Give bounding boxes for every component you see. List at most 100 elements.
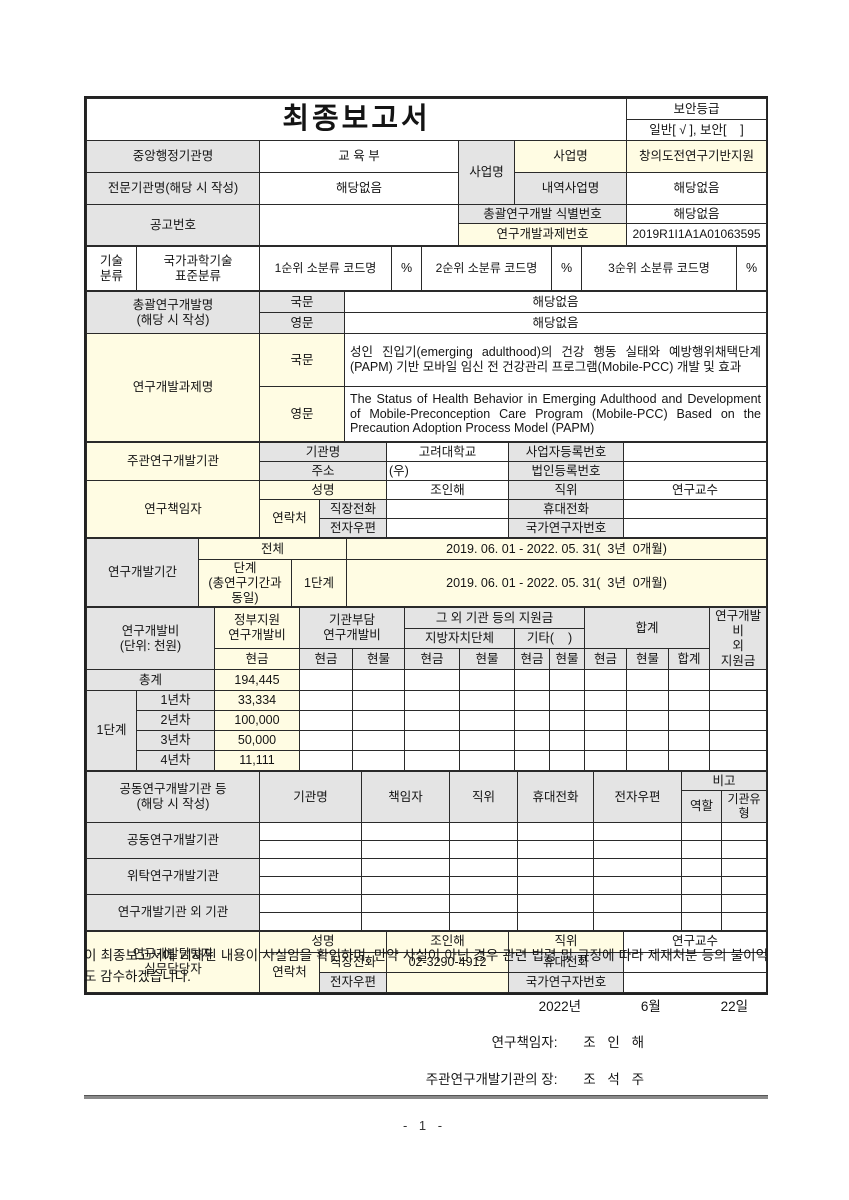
program-group-label: 사업명 (458, 140, 515, 205)
pi-name-value: 조인해 (386, 480, 510, 500)
project-name-kor-value: 성인 진입기(emerging adulthood)의 건강 행동 실태와 예방… (344, 333, 767, 387)
lead-org-name-label: 기관명 (258, 442, 388, 462)
notice-number-label: 공고번호 (86, 204, 260, 246)
budget-outside-header: 연구개발비 외 지원금 (709, 607, 768, 671)
partners-empty-cell (681, 839, 722, 859)
budget-empty-cell (459, 710, 516, 732)
partners-empty-cell (361, 821, 450, 841)
pi-workphone-label: 직장전화 (318, 499, 388, 519)
lead-org-bizno-value (623, 442, 768, 462)
budget-empty-cell (514, 730, 551, 752)
manager-position-label: 직위 (508, 930, 625, 953)
partners-joint-label: 공동연구개발기관 (86, 821, 260, 859)
manager-researcherno-label: 국가연구자번호 (508, 971, 625, 993)
project-number-label: 연구개발과제번호 (457, 223, 628, 246)
budget-empty-cell (549, 669, 586, 692)
budget-empty-cell (668, 730, 711, 752)
budget-empty-cell (404, 710, 461, 732)
budget-empty-cell (668, 690, 711, 712)
partners-empty-cell (259, 893, 362, 913)
partners-consigned-label: 위탁연구개발기관 (86, 857, 260, 895)
pi-mobile-label: 휴대전화 (508, 499, 625, 519)
project-name-eng-value: The Status of Health Behavior in Emergin… (344, 386, 767, 442)
partners-orgtype-header: 기관유형 (720, 790, 768, 823)
budget-empty-cell (299, 750, 353, 772)
budget-year1-gov-cash: 33,334 (214, 690, 300, 712)
budget-empty-cell (668, 669, 711, 692)
budget-year2-label: 2년차 (136, 710, 215, 732)
budget-sum-header: 합계 (584, 607, 711, 650)
manager-mobile-label: 휴대전화 (508, 951, 625, 973)
master-name-label: 총괄연구개발명 (해당 시 작성) (86, 291, 260, 334)
partners-empty-cell (593, 857, 682, 877)
partners-empty-cell (361, 857, 450, 877)
budget-empty-cell (709, 710, 768, 732)
partners-empty-cell (517, 857, 594, 877)
partners-empty-cell (259, 821, 362, 841)
budget-empty-cell (459, 750, 516, 772)
program-name-label: 사업명 (513, 140, 628, 173)
partners-orgname-header: 기관명 (259, 771, 362, 823)
budget-year1-label: 1년차 (136, 690, 215, 712)
manager-email-label: 전자우편 (318, 971, 388, 993)
manager-researcherno-value (623, 971, 768, 993)
partners-empty-cell (517, 875, 594, 895)
budget-empty-cell (351, 750, 406, 772)
budget-empty-cell (709, 750, 768, 772)
budget-empty-cell (459, 730, 516, 752)
lead-org-bizno-label: 사업자등록번호 (508, 442, 625, 462)
partners-other-label: 연구개발기관 외 기관 (86, 893, 260, 931)
budget-etc-cash-header: 현금 (514, 648, 551, 671)
project-name-section: 총괄연구개발명 (해당 시 작성) 국문 해당없음 영문 해당없음 연구개발과제… (86, 291, 767, 442)
central-admin-label: 중앙행정기관명 (86, 140, 260, 173)
tech-class-section: 기술 분류 국가과학기술 표준분류 1순위 소분류 코드명 % 2순위 소분류 … (86, 246, 767, 291)
budget-year3-label: 3년차 (136, 730, 215, 752)
lead-org-label: 주관연구개발기관 (86, 442, 260, 481)
period-label: 연구개발기간 (86, 537, 199, 608)
signature-date-day: 22일 (720, 999, 748, 1014)
budget-empty-cell (404, 669, 461, 692)
budget-empty-cell (404, 750, 461, 772)
tech-rank2-label: 2순위 소분류 코드명 (421, 246, 552, 291)
budget-label: 연구개발비 (단위: 천원) (86, 607, 215, 671)
partners-empty-cell (593, 911, 682, 931)
budget-org-cash-header: 현금 (299, 648, 353, 671)
pi-signature-name: 조 인 해 (583, 1035, 648, 1050)
budget-total-row-label: 총계 (86, 669, 215, 692)
pi-email-value (386, 518, 510, 538)
tech-rank2-percent: % (551, 246, 582, 291)
budget-empty-cell (626, 710, 670, 732)
partners-empty-cell (449, 857, 518, 877)
partners-empty-cell (361, 875, 450, 895)
budget-empty-cell (709, 730, 768, 752)
budget-gov-header: 정부지원 연구개발비 (214, 607, 300, 650)
partners-empty-cell (681, 911, 722, 931)
partners-head-header: 책임자 (361, 771, 450, 823)
partners-empty-cell (259, 857, 362, 877)
footer-rule (84, 1095, 768, 1099)
org-head-signature-label: 주관연구개발기관의 장: (425, 1072, 558, 1087)
budget-empty-cell (626, 669, 670, 692)
budget-empty-cell (549, 710, 586, 732)
budget-local-cash-header: 현금 (404, 648, 461, 671)
period-stage1-label: 1단계 (290, 558, 348, 608)
partners-empty-cell (361, 893, 450, 913)
partners-mobile-header: 휴대전화 (517, 771, 594, 823)
org-head-signature-name: 조 석 주 (583, 1072, 648, 1087)
partners-empty-cell (361, 839, 450, 859)
partners-empty-cell (593, 875, 682, 895)
budget-stage1-label: 1단계 (86, 690, 137, 772)
partners-empty-cell (517, 911, 594, 931)
partners-empty-cell (449, 839, 518, 859)
partners-empty-cell (681, 821, 722, 841)
partners-empty-cell (593, 893, 682, 913)
budget-empty-cell (584, 669, 628, 692)
partners-empty-cell (259, 839, 362, 859)
partners-empty-cell (720, 893, 768, 913)
pi-signature-label: 연구책임자: (491, 1035, 558, 1050)
partners-empty-cell (593, 821, 682, 841)
budget-year2-gov-cash: 100,000 (214, 710, 300, 732)
partners-empty-cell (449, 875, 518, 895)
lead-org-corpno-value (623, 461, 768, 481)
pi-label: 연구책임자 (86, 480, 260, 538)
